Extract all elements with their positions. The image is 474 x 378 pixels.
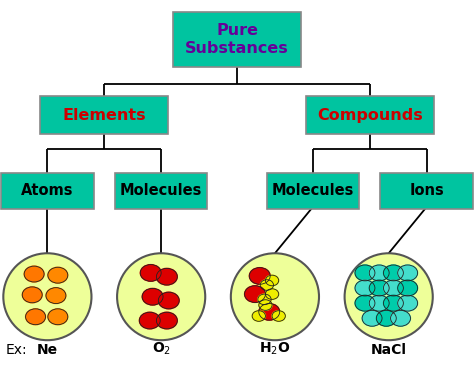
FancyBboxPatch shape (40, 96, 168, 134)
Text: O$_2$: O$_2$ (152, 341, 171, 357)
Circle shape (158, 292, 179, 309)
FancyBboxPatch shape (1, 173, 94, 209)
Circle shape (355, 265, 375, 281)
Circle shape (383, 280, 403, 296)
Circle shape (383, 295, 403, 311)
Circle shape (48, 267, 68, 283)
Circle shape (355, 295, 375, 311)
Circle shape (245, 286, 265, 302)
Circle shape (26, 309, 46, 325)
Text: NaCl: NaCl (371, 343, 407, 357)
Circle shape (252, 311, 265, 321)
Circle shape (355, 280, 375, 296)
Circle shape (258, 294, 271, 305)
Text: Pure
Substances: Pure Substances (185, 23, 289, 56)
Text: Compounds: Compounds (317, 108, 423, 123)
Circle shape (260, 280, 273, 290)
FancyBboxPatch shape (173, 12, 301, 67)
Circle shape (48, 309, 68, 325)
Circle shape (259, 300, 272, 310)
Text: Atoms: Atoms (21, 183, 73, 198)
Text: Elements: Elements (63, 108, 146, 123)
Circle shape (46, 288, 66, 304)
Ellipse shape (3, 253, 91, 340)
Circle shape (362, 310, 382, 326)
Circle shape (249, 268, 270, 284)
Circle shape (259, 304, 280, 320)
Circle shape (140, 265, 161, 281)
Circle shape (369, 265, 389, 281)
Circle shape (369, 295, 389, 311)
Circle shape (156, 312, 177, 329)
Circle shape (265, 289, 279, 299)
FancyBboxPatch shape (266, 173, 359, 209)
Text: Molecules: Molecules (120, 183, 202, 198)
Text: Molecules: Molecules (272, 183, 354, 198)
Circle shape (142, 288, 163, 305)
FancyBboxPatch shape (115, 173, 207, 209)
Circle shape (24, 266, 44, 282)
Circle shape (272, 311, 285, 321)
FancyBboxPatch shape (306, 96, 434, 134)
Circle shape (398, 295, 418, 311)
FancyBboxPatch shape (380, 173, 473, 209)
Text: Ex:: Ex: (6, 343, 27, 357)
Circle shape (139, 312, 160, 329)
Ellipse shape (345, 253, 433, 340)
Circle shape (376, 310, 396, 326)
Text: H$_2$O: H$_2$O (259, 341, 291, 357)
Circle shape (398, 265, 418, 281)
Text: Ne: Ne (37, 343, 58, 357)
Circle shape (398, 280, 418, 296)
Ellipse shape (231, 253, 319, 340)
Circle shape (265, 275, 279, 286)
Circle shape (383, 265, 403, 281)
Text: Ions: Ions (409, 183, 444, 198)
Circle shape (22, 287, 42, 303)
Circle shape (156, 268, 177, 285)
Circle shape (391, 310, 410, 326)
Ellipse shape (117, 253, 205, 340)
Circle shape (369, 280, 389, 296)
